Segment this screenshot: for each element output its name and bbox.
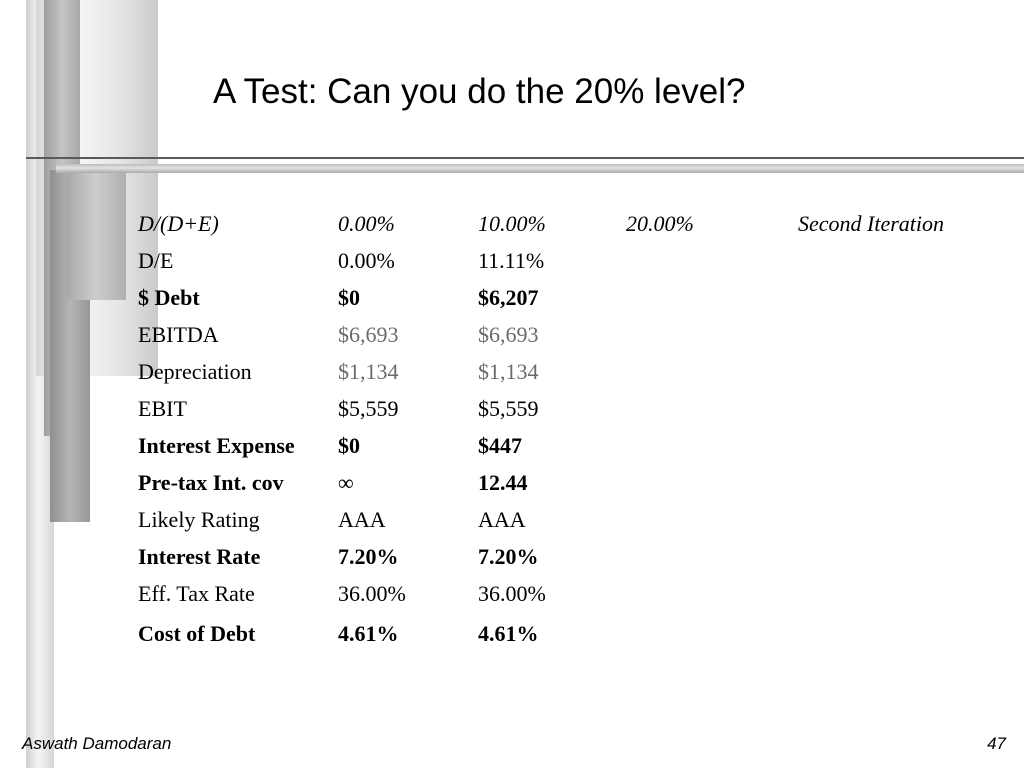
row-value-10pct: $6,693 [478, 322, 539, 347]
row-value-0pct: AAA [338, 507, 386, 532]
title-divider-line [26, 157, 1024, 159]
row-value-10pct: AAA [478, 507, 526, 532]
header-cell-0pct: 0.00% [338, 211, 395, 236]
row-value-0pct: $5,559 [338, 396, 399, 421]
row-value-10pct: $447 [478, 433, 522, 458]
row-value-10pct: $5,559 [478, 396, 539, 421]
row-value-10pct: $1,134 [478, 359, 539, 384]
row-value-10pct: 12.44 [478, 470, 528, 495]
row-value-0pct: $0 [338, 433, 360, 458]
page-number: 47 [987, 734, 1006, 753]
row-value-0pct: 36.00% [338, 581, 406, 606]
slide-title: A Test: Can you do the 20% level? [213, 72, 746, 111]
footer-author: Aswath Damodaran [22, 734, 172, 753]
title-divider-band [56, 164, 1024, 173]
row-value-0pct: 0.00% [338, 248, 395, 273]
row-label: EBITDA [138, 322, 219, 347]
row-value-10pct: 36.00% [478, 581, 546, 606]
row-value-0pct: $6,693 [338, 322, 399, 347]
row-label: $ Debt [138, 285, 200, 310]
row-value-0pct: ∞ [338, 470, 354, 495]
decor-bar-5 [66, 170, 126, 300]
row-label: Pre-tax Int. cov [138, 470, 284, 495]
row-label: EBIT [138, 396, 187, 421]
header-cell-10pct: 10.00% [478, 211, 546, 236]
row-value-10pct: 4.61% [478, 621, 539, 646]
row-label: Depreciation [138, 359, 252, 384]
row-value-10pct: 7.20% [478, 544, 539, 569]
row-value-0pct: $1,134 [338, 359, 399, 384]
row-value-0pct: 4.61% [338, 621, 399, 646]
row-value-0pct: $0 [338, 285, 360, 310]
row-label: Likely Rating [138, 507, 260, 532]
row-label: Cost of Debt [138, 621, 256, 646]
header-cell-20pct: 20.00% [626, 211, 694, 236]
header-cell-second-iteration: Second Iteration [798, 211, 945, 236]
row-value-10pct: $6,207 [478, 285, 539, 310]
header-cell-label: D/(D+E) [138, 211, 219, 236]
row-label: Interest Rate [138, 544, 261, 569]
row-label: D/E [138, 248, 174, 273]
row-value-10pct: 11.11% [478, 248, 545, 273]
row-label: Interest Expense [138, 433, 295, 458]
row-value-0pct: 7.20% [338, 544, 399, 569]
row-label: Eff. Tax Rate [138, 581, 255, 606]
